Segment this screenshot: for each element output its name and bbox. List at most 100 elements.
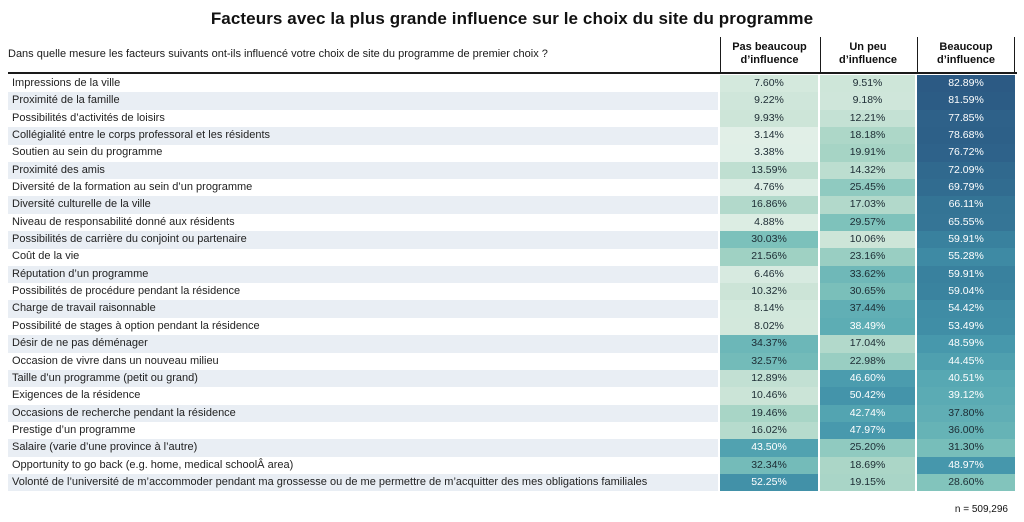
factor-label: Soutien au sein du programme — [12, 146, 163, 159]
heatmap-cell: 39.12% — [917, 387, 1015, 405]
heatmap-cell: 76.72% — [917, 144, 1015, 162]
heatmap-cell: 9.51% — [820, 75, 915, 93]
heatmap-cell: 30.65% — [820, 283, 915, 301]
heatmap-cell: 36.00% — [917, 421, 1015, 440]
factor-label: Désir de ne pas déménager — [8, 335, 718, 353]
factor-label: Diversité culturelle de la ville — [8, 196, 718, 214]
heatmap-cell: 3.38% — [720, 144, 818, 162]
heatmap-cell: 72.09% — [917, 161, 1015, 180]
table-row: Réputation d’un programme 6.46% 33.62% 59.9… — [8, 265, 1017, 284]
heatmap-cell: 9.93% — [720, 109, 818, 128]
column-header-un-peu: Un peu d’influence — [820, 37, 915, 72]
heatmap-cell: 38.49% — [820, 317, 915, 336]
table-body: Impressions de la ville 7.60% 9.51% 82.89% P… — [8, 75, 1017, 492]
heatmap-cell: 9.18% — [820, 92, 915, 110]
survey-question-text: Dans quelle mesure les facteurs suivants… — [8, 47, 548, 60]
factor-label: Diversité de la formation au sein d’un p… — [12, 181, 253, 194]
heatmap-cell: 34.37% — [720, 335, 818, 353]
heatmap-cell: 28.60% — [917, 473, 1015, 492]
heatmap-cell: 59.04% — [917, 283, 1015, 301]
factor-label: Taille d’un programme (petit ou grand) — [8, 369, 718, 388]
heatmap-cell: 19.91% — [820, 144, 915, 162]
factor-label: Salaire (varie d’une province à l’autre) — [8, 439, 718, 457]
factor-label: Niveau de responsabilité donné aux résid… — [12, 215, 235, 228]
heatmap-cell: 55.28% — [917, 248, 1015, 266]
table-row: Possibilités de procédure pendant la rés… — [8, 283, 1017, 301]
factor-label: Prestige d’un programme — [12, 423, 136, 436]
factor-label: Possibilités de procédure pendant la rés… — [12, 285, 241, 298]
heatmap-cell: 25.20% — [820, 439, 915, 457]
heatmap-cell: 17.03% — [820, 196, 915, 214]
heatmap-cell: 10.06% — [820, 231, 915, 249]
table-row: Proximité des amis 13.59% 14.32% 72.09% — [8, 161, 1017, 180]
heatmap-cell: 47.97% — [820, 421, 915, 440]
heatmap-cell: 46.60% — [820, 369, 915, 388]
table-row: Collégialité entre le corps professoral … — [8, 127, 1017, 145]
heatmap-cell: 17.04% — [820, 335, 915, 353]
heatmap-cell: 9.22% — [720, 92, 818, 110]
table-row: Coût de la vie 21.56% 23.16% 55.28% — [8, 248, 1017, 266]
heatmap-cell: 6.46% — [720, 265, 818, 284]
heatmap-cell: 31.30% — [917, 439, 1015, 457]
heatmap-cell: 16.86% — [720, 196, 818, 214]
heatmap-cell: 59.91% — [917, 231, 1015, 249]
table-row: Soutien au sein du programme 3.38% 19.91% 7… — [8, 144, 1017, 162]
heatmap-cell: 81.59% — [917, 92, 1015, 110]
heatmap-cell: 22.98% — [820, 352, 915, 371]
table-header-row: Dans quelle mesure les facteurs suivants… — [8, 37, 1017, 74]
heatmap-cell: 7.60% — [720, 75, 818, 93]
table-row: Impressions de la ville 7.60% 9.51% 82.89% — [8, 75, 1017, 93]
factor-label: Possibilités d’activités de loisirs — [12, 111, 165, 124]
table-row: Exigences de la résidence 10.46% 50.42% 39.… — [8, 387, 1017, 405]
heatmap-cell: 48.97% — [917, 456, 1015, 475]
heatmap-cell: 77.85% — [917, 109, 1015, 128]
table-row: Possibilité de stages à option pendant l… — [8, 317, 1017, 336]
factor-label: Possibilité de stages à option pendant l… — [12, 319, 260, 332]
heatmap-cell: 13.59% — [720, 161, 818, 180]
table-row: Occasions de recherche pendant la réside… — [8, 404, 1017, 423]
factor-label: Impressions de la ville — [12, 77, 121, 89]
heatmap-cell: 4.76% — [720, 179, 818, 197]
factor-label: Volonté de l’université de m’accommoder … — [8, 473, 718, 492]
heatmap-cell: 40.51% — [917, 369, 1015, 388]
heatmap-cell: 53.49% — [917, 317, 1015, 336]
table-row: Possibilités de carrière du conjoint ou … — [8, 231, 1017, 249]
table-row: Diversité de la formation au sein d’un p… — [8, 179, 1017, 197]
table-row: Proximité de la famille 9.22% 9.18% 81.59% — [8, 92, 1017, 110]
table-row: Occasion de vivre dans un nouveau milieu… — [8, 352, 1017, 371]
sample-size-note: n = 509,296 — [954, 504, 1008, 515]
heatmap-cell: 16.02% — [720, 421, 818, 440]
table-row: Possibilités d’activités de loisirs 9.93%… — [8, 109, 1017, 128]
heatmap-cell: 12.21% — [820, 109, 915, 128]
column-header-pas-beaucoup: Pas beaucoup d’influence — [720, 37, 818, 72]
heatmap-cell: 19.15% — [820, 473, 915, 492]
factor-label: Possibilités de carrière du conjoint ou … — [8, 231, 718, 249]
heatmap-cell: 44.45% — [917, 352, 1015, 371]
heatmap-cell: 50.42% — [820, 387, 915, 405]
heatmap-cell: 43.50% — [720, 439, 818, 457]
heatmap-cell: 32.57% — [720, 352, 818, 371]
heatmap-cell: 78.68% — [917, 127, 1015, 145]
factor-label: Occasions de recherche pendant la réside… — [8, 404, 718, 423]
heatmap-cell: 8.02% — [720, 317, 818, 336]
heatmap-cell: 8.14% — [720, 300, 818, 319]
factor-label: Occasion de vivre dans un nouveau milieu — [12, 354, 219, 367]
heatmap-cell: 82.89% — [917, 75, 1015, 93]
table-row: Opportunity to go back (e.g. home, medic… — [8, 456, 1017, 475]
heatmap-cell: 14.32% — [820, 161, 915, 180]
heatmap-cell: 23.16% — [820, 248, 915, 266]
factor-label: Coût de la vie — [12, 250, 80, 263]
heatmap-cell: 3.14% — [720, 127, 818, 145]
table-row: Niveau de responsabilité donné aux résid… — [8, 213, 1017, 232]
heatmap-cell: 10.32% — [720, 283, 818, 301]
factor-label: Proximité des amis — [8, 161, 718, 180]
heatmap-cell: 4.88% — [720, 213, 818, 232]
heatmap-cell: 18.69% — [820, 456, 915, 475]
table-row: Charge de travail raisonnable 8.14% 37.44%… — [8, 300, 1017, 319]
heatmap-cell: 19.46% — [720, 404, 818, 423]
factor-label: Opportunity to go back (e.g. home, medic… — [12, 458, 294, 471]
heatmap-cell: 12.89% — [720, 369, 818, 388]
heatmap-cell: 29.57% — [820, 213, 915, 232]
factor-label: Exigences de la résidence — [12, 389, 141, 402]
table-row: Salaire (varie d’une province à l’autre)… — [8, 439, 1017, 457]
